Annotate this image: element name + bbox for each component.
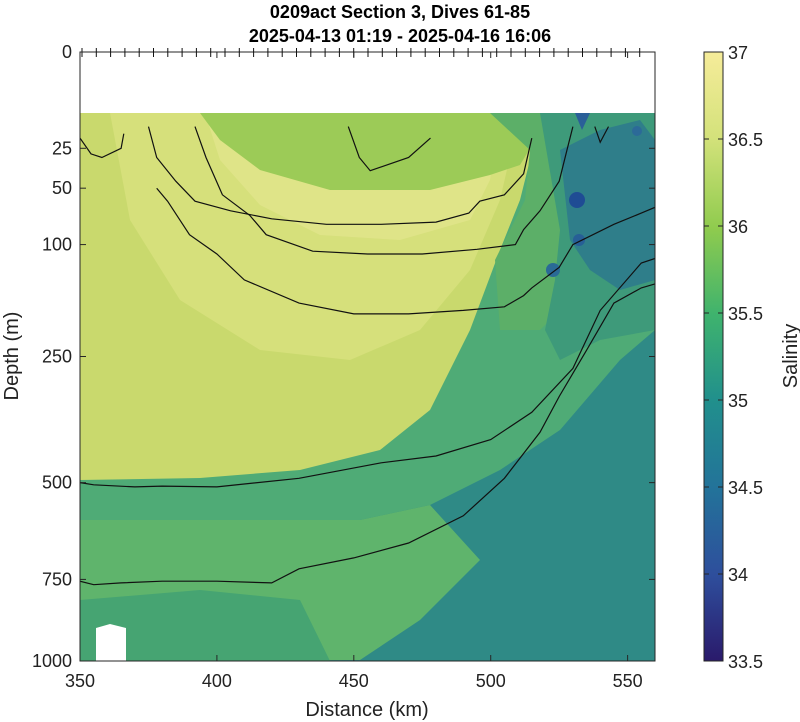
contour-line (80, 257, 655, 488)
y-axis: 0 25 50 100 250 500 750 1000 (32, 42, 655, 671)
salinity-field (80, 52, 655, 661)
y-tick-label: 25 (52, 138, 72, 158)
y-tick-label: 250 (42, 347, 72, 367)
x-axis-label: Distance (km) (305, 699, 428, 721)
contour-line (80, 283, 655, 586)
x-tick-label: 500 (476, 671, 506, 691)
colorbar-tick-label: 37 (728, 43, 748, 63)
colorbar-ticks: 33.5 34 34.5 35 35.5 36 36.5 37 (704, 43, 763, 672)
y-tick-label: 750 (42, 569, 72, 589)
colorbar-tick-label: 34 (728, 565, 748, 585)
colorbar-tick-label: 33.5 (728, 652, 763, 672)
colorbar-tick-label: 34.5 (728, 478, 763, 498)
x-tick-label: 450 (339, 671, 369, 691)
contour-line (80, 133, 125, 159)
plot-area (80, 52, 655, 661)
y-tick-label: 100 (42, 235, 72, 255)
colorbar-label: Salinity (780, 324, 800, 388)
contour-line (156, 187, 655, 315)
y-tick-label: 1000 (32, 651, 72, 671)
colorbar-tick-label: 36 (728, 217, 748, 237)
x-tick-label: 350 (65, 671, 95, 691)
chart-subtitle: 2025-04-13 01:19 - 2025-04-16 16:06 (249, 26, 551, 46)
y-axis-label: Depth (m) (1, 312, 23, 401)
x-tick-label: 400 (202, 671, 232, 691)
y-tick-label: 50 (52, 178, 72, 198)
y-tick-label: 0 (62, 42, 72, 62)
contour-line (194, 126, 574, 255)
colorbar-tick-label: 35 (728, 391, 748, 411)
y-tick-label: 500 (42, 473, 72, 493)
contour-line (594, 126, 610, 144)
top-tick-marks (81, 48, 641, 57)
contour-lines (80, 126, 655, 586)
contour-line (347, 126, 431, 172)
colorbar-tick-label: 36.5 (728, 130, 763, 150)
contour-line (147, 126, 533, 225)
x-axis: 350 400 450 500 550 (65, 52, 643, 691)
colorbar (703, 51, 724, 662)
colorbar-tick-label: 35.5 (728, 304, 763, 324)
chart-title: 0209act Section 3, Dives 61-85 (270, 2, 530, 22)
x-tick-label: 550 (613, 671, 643, 691)
